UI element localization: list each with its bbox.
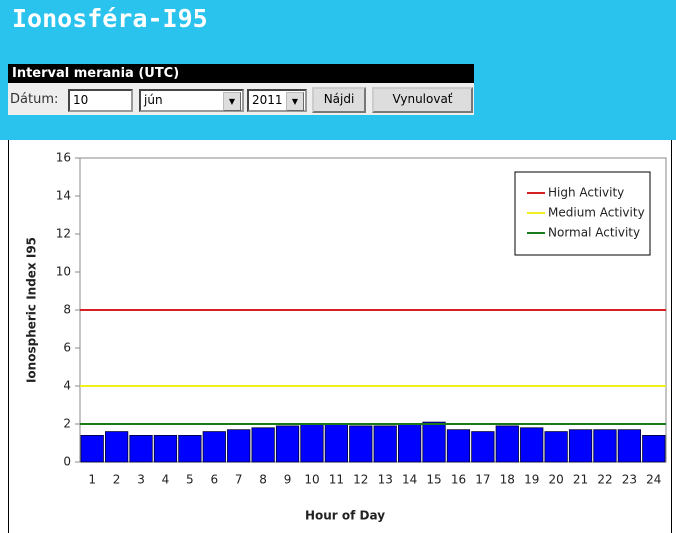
x-tick-label: 5 bbox=[186, 473, 194, 487]
y-tick-label: 10 bbox=[56, 265, 71, 279]
y-tick-label: 4 bbox=[63, 379, 71, 393]
x-tick-label: 3 bbox=[137, 473, 145, 487]
day-input[interactable]: 10 bbox=[68, 89, 133, 112]
x-tick-label: 17 bbox=[475, 473, 490, 487]
y-tick-label: 0 bbox=[63, 455, 71, 469]
x-tick-label: 24 bbox=[646, 473, 661, 487]
x-tick-label: 10 bbox=[304, 473, 319, 487]
section-title: Interval merania (UTC) bbox=[8, 64, 474, 83]
bar bbox=[129, 434, 153, 463]
bar bbox=[178, 434, 202, 463]
dropdown-arrow: ▼ bbox=[286, 92, 304, 111]
bar bbox=[80, 434, 104, 463]
month-value: jún bbox=[144, 93, 163, 107]
x-tick-label: 14 bbox=[402, 473, 417, 487]
year-value: 2011 bbox=[252, 93, 283, 107]
x-tick-label: 21 bbox=[573, 473, 588, 487]
month-select[interactable]: jún ▼ bbox=[139, 89, 244, 112]
y-axis-title: Ionospheric Index I95 bbox=[25, 237, 39, 383]
x-tick-label: 8 bbox=[259, 473, 267, 487]
legend-label: High Activity bbox=[548, 186, 624, 200]
x-tick-label: 16 bbox=[451, 473, 466, 487]
bar bbox=[495, 425, 519, 463]
dropdown-arrow: ▼ bbox=[223, 92, 241, 111]
x-tick-label: 2 bbox=[113, 473, 121, 487]
bar bbox=[544, 431, 568, 463]
bar bbox=[373, 425, 397, 463]
x-tick-label: 15 bbox=[426, 473, 441, 487]
bar bbox=[642, 434, 666, 463]
x-tick-label: 13 bbox=[378, 473, 393, 487]
chart-panel bbox=[8, 140, 672, 533]
bar bbox=[617, 429, 642, 463]
y-tick-label: 12 bbox=[56, 227, 71, 241]
bar bbox=[153, 434, 178, 463]
x-tick-label: 1 bbox=[88, 473, 96, 487]
legend-label: Medium Activity bbox=[548, 206, 645, 220]
bar bbox=[104, 431, 129, 463]
bar bbox=[251, 427, 275, 463]
x-tick-label: 18 bbox=[500, 473, 515, 487]
legend-label: Normal Activity bbox=[548, 226, 640, 240]
bar bbox=[227, 429, 251, 463]
x-tick-label: 4 bbox=[162, 473, 170, 487]
bar bbox=[520, 427, 544, 463]
x-axis-title: Hour of Day bbox=[305, 509, 385, 523]
bar bbox=[324, 423, 349, 463]
y-tick-label: 8 bbox=[63, 303, 71, 317]
bar bbox=[446, 429, 471, 463]
y-tick-label: 2 bbox=[63, 417, 71, 431]
bar bbox=[471, 431, 495, 463]
x-tick-label: 22 bbox=[597, 473, 612, 487]
bar bbox=[568, 429, 593, 463]
bar bbox=[397, 423, 422, 463]
x-tick-label: 11 bbox=[329, 473, 344, 487]
bar bbox=[593, 429, 617, 463]
x-tick-label: 20 bbox=[548, 473, 563, 487]
bar bbox=[300, 423, 324, 463]
year-select[interactable]: 2011 ▼ bbox=[247, 89, 307, 112]
x-tick-label: 7 bbox=[235, 473, 243, 487]
date-label: Dátum: bbox=[10, 92, 59, 107]
search-button[interactable]: Nájdi bbox=[312, 87, 366, 113]
x-tick-label: 6 bbox=[210, 473, 218, 487]
y-tick-label: 14 bbox=[56, 189, 71, 203]
y-tick-label: 6 bbox=[63, 341, 71, 355]
page-title: Ionosféra-I95 bbox=[12, 4, 208, 33]
reset-button[interactable]: Vynulovať bbox=[372, 87, 473, 113]
x-tick-label: 19 bbox=[524, 473, 539, 487]
x-tick-label: 9 bbox=[284, 473, 292, 487]
bar bbox=[202, 431, 226, 463]
bar bbox=[349, 425, 373, 463]
x-tick-label: 12 bbox=[353, 473, 368, 487]
bar bbox=[422, 421, 446, 463]
y-tick-label: 16 bbox=[56, 151, 71, 165]
bar bbox=[275, 425, 300, 463]
x-tick-label: 23 bbox=[622, 473, 637, 487]
